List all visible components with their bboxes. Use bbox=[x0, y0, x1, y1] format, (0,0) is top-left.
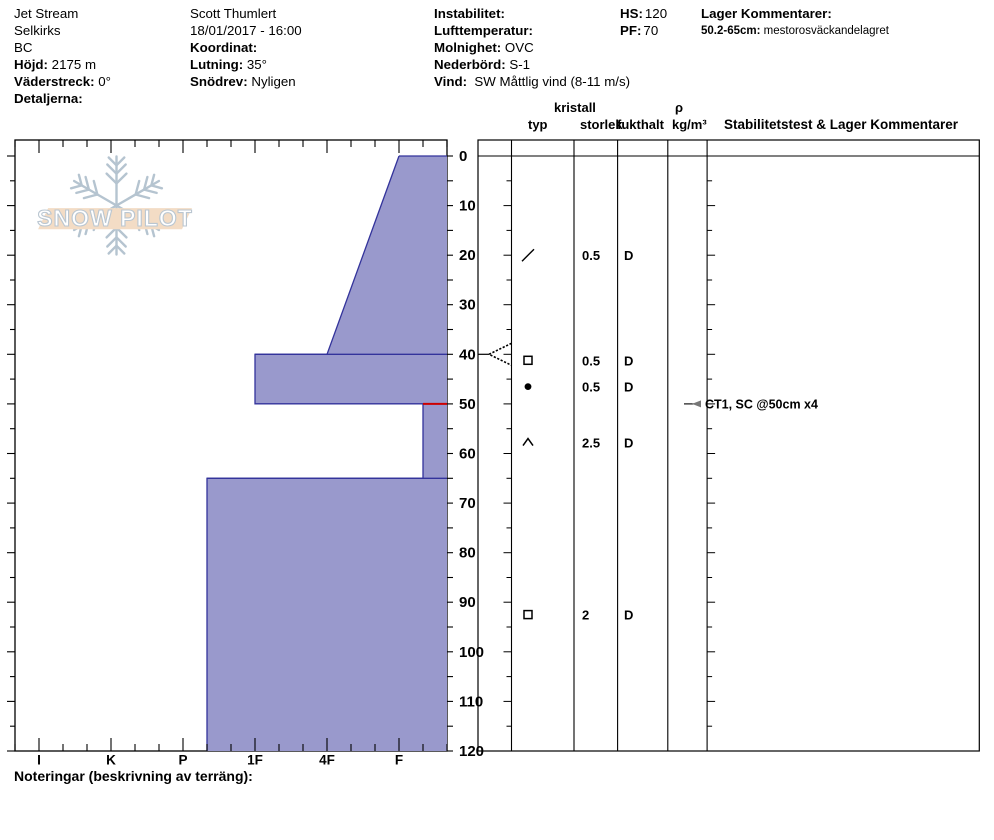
svg-text:I: I bbox=[37, 753, 41, 768]
svg-text:100: 100 bbox=[459, 644, 484, 661]
svg-text:70: 70 bbox=[459, 495, 476, 512]
svg-text:90: 90 bbox=[459, 594, 476, 611]
svg-text:60: 60 bbox=[459, 446, 476, 463]
svg-text:SNOW PILOT: SNOW PILOT bbox=[37, 205, 193, 231]
svg-text:80: 80 bbox=[459, 545, 476, 562]
svg-text:1F: 1F bbox=[247, 753, 263, 768]
svg-text:4F: 4F bbox=[319, 753, 335, 768]
svg-text:40: 40 bbox=[459, 346, 476, 363]
svg-text:50: 50 bbox=[459, 396, 476, 413]
svg-text:D: D bbox=[624, 248, 633, 263]
svg-text:D: D bbox=[624, 436, 633, 451]
svg-text:2.5: 2.5 bbox=[582, 436, 600, 451]
svg-text:K: K bbox=[106, 753, 116, 768]
svg-text:P: P bbox=[178, 753, 187, 768]
svg-text:0: 0 bbox=[459, 148, 467, 165]
svg-text:110: 110 bbox=[459, 693, 483, 710]
svg-text:D: D bbox=[624, 608, 633, 623]
svg-text:0.5: 0.5 bbox=[582, 248, 600, 263]
svg-text:F: F bbox=[395, 753, 403, 768]
svg-text:10: 10 bbox=[459, 198, 476, 215]
svg-text:30: 30 bbox=[459, 297, 476, 314]
svg-text:D: D bbox=[624, 380, 633, 395]
svg-text:0.5: 0.5 bbox=[582, 353, 600, 368]
svg-text:CT1, SC @50cm x4: CT1, SC @50cm x4 bbox=[705, 397, 818, 411]
svg-text:0.5: 0.5 bbox=[582, 380, 600, 395]
svg-text:D: D bbox=[624, 353, 633, 368]
svg-text:20: 20 bbox=[459, 247, 476, 264]
svg-text:2: 2 bbox=[582, 608, 589, 623]
